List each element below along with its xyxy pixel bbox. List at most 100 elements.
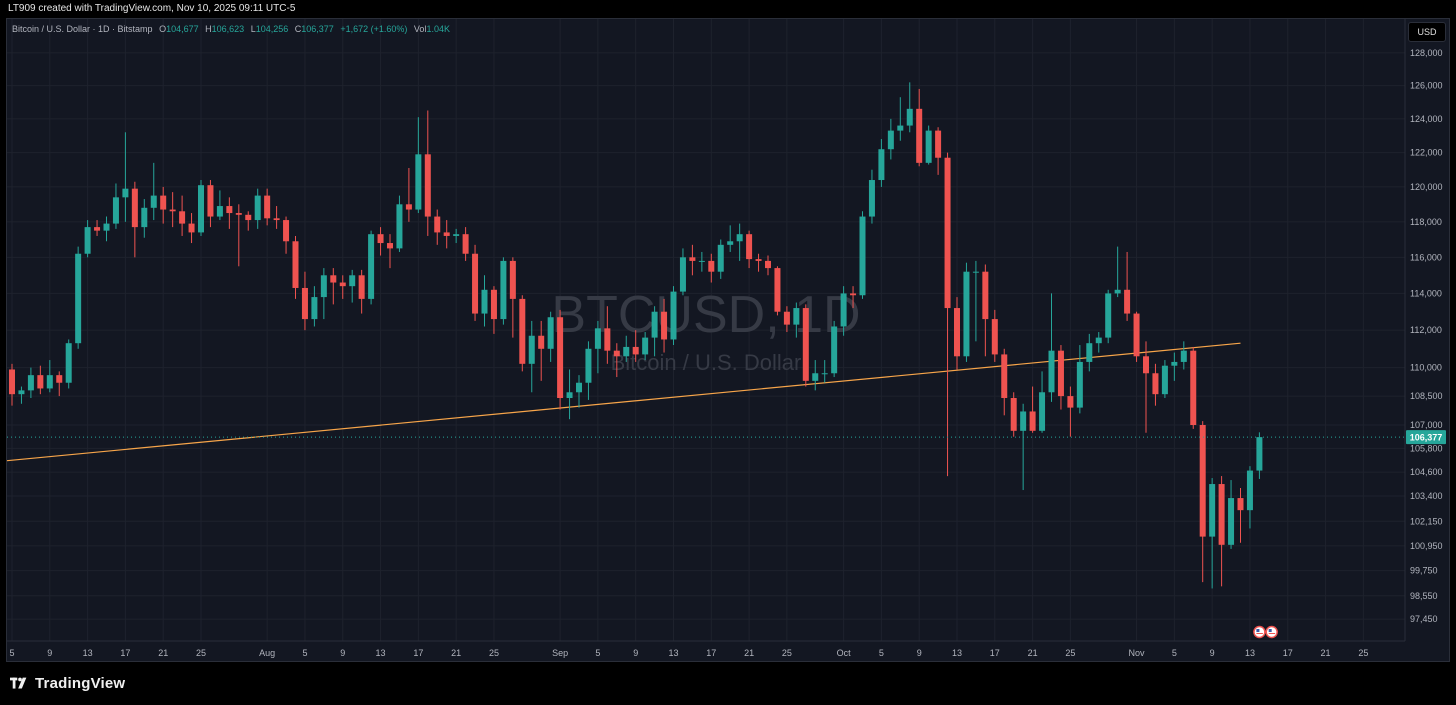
candle-up xyxy=(859,211,866,299)
candle-down xyxy=(708,253,715,283)
candle-body xyxy=(878,149,885,181)
candle-up xyxy=(717,239,724,279)
candle-body xyxy=(65,343,72,383)
candle-body xyxy=(1171,361,1178,366)
currency-button[interactable]: USD xyxy=(1408,22,1446,42)
candle-body xyxy=(150,195,157,208)
candle-body xyxy=(330,275,337,283)
candle-down xyxy=(755,253,762,272)
candle-body xyxy=(538,335,545,349)
price-tick-label: 98,550 xyxy=(1410,591,1438,601)
candle-down xyxy=(661,298,668,353)
us-flag-event-icon[interactable] xyxy=(1253,625,1266,639)
close-value: 106,377 xyxy=(301,24,334,34)
candle-body xyxy=(613,350,620,357)
candle-body xyxy=(935,130,942,158)
candle-up xyxy=(793,302,800,338)
candle-up xyxy=(46,360,53,393)
candle-body xyxy=(585,348,592,383)
price-axis: 128,000 126,000 124,000 122,000 120,000 118,0… xyxy=(1404,19,1446,641)
candle-up xyxy=(651,306,658,357)
time-tick-label: 13 xyxy=(668,648,678,658)
price-tick-label: 124,000 xyxy=(1410,114,1443,124)
candle-down xyxy=(169,192,176,228)
candle-body xyxy=(1228,498,1235,545)
candle-body xyxy=(519,298,526,364)
candle-body xyxy=(273,218,280,221)
us-flag-event-icon[interactable] xyxy=(1265,625,1278,639)
candle-up xyxy=(887,118,894,160)
candle-body xyxy=(1246,470,1253,511)
watermark-ticker: BTCUSD, 1D xyxy=(551,286,860,344)
high-label: H xyxy=(205,24,212,34)
candle-up xyxy=(670,286,677,346)
price-tick-label: 97,450 xyxy=(1410,614,1438,624)
candle-body xyxy=(1218,484,1225,545)
candle-down xyxy=(245,211,252,231)
chart-frame[interactable] xyxy=(6,18,1450,662)
candle-body xyxy=(84,227,91,254)
candle-body xyxy=(623,346,630,357)
candle-body xyxy=(736,234,743,242)
price-tick-label: 118,000 xyxy=(1410,217,1442,227)
candle-body xyxy=(982,271,989,320)
candle-body xyxy=(670,291,677,340)
candle-up xyxy=(1114,246,1121,298)
candle-body xyxy=(1067,396,1074,408)
candle-body xyxy=(954,308,960,357)
candle-up xyxy=(528,320,535,393)
time-tick-label: 9 xyxy=(1210,648,1215,658)
candle-down xyxy=(301,271,308,331)
bottom-bar xyxy=(0,662,1456,705)
candle-body xyxy=(226,206,233,214)
time-tick-label: 25 xyxy=(196,648,206,658)
candle-down xyxy=(1152,363,1159,406)
candle-body xyxy=(254,195,261,221)
candle-down xyxy=(1029,386,1036,433)
candle-down xyxy=(954,297,960,370)
vol-value: 1.04K xyxy=(426,24,450,34)
flag-canton xyxy=(1268,629,1272,632)
candle-up xyxy=(972,260,979,342)
tradingview-logo[interactable]: TradingView xyxy=(10,675,125,692)
candle-up xyxy=(481,275,488,327)
candle-up xyxy=(368,230,375,305)
candle-down xyxy=(443,220,450,249)
candle-body xyxy=(944,157,951,309)
candle-body xyxy=(1057,350,1064,397)
candle-down xyxy=(472,244,479,321)
candle-body xyxy=(27,375,34,391)
trendline-layer xyxy=(6,342,1241,462)
candle-up xyxy=(216,190,223,221)
candle-body xyxy=(642,337,649,355)
candle-down xyxy=(1143,341,1149,433)
time-tick-label: 5 xyxy=(595,648,600,658)
close-label: C xyxy=(294,24,302,34)
candle-body xyxy=(708,260,715,272)
candle-body xyxy=(188,223,195,233)
candle-down xyxy=(179,195,186,236)
candle-up xyxy=(150,162,157,221)
time-tick-label: Sep xyxy=(552,648,568,658)
candle-body xyxy=(840,293,847,327)
candle-up xyxy=(1246,466,1253,529)
candle-body xyxy=(1237,498,1244,511)
candle-down xyxy=(774,266,781,316)
candle-down xyxy=(982,264,989,357)
price-tick-label: 108,500 xyxy=(1410,391,1443,401)
candle-body xyxy=(1161,365,1168,395)
low-value: 104,256 xyxy=(255,24,289,34)
time-axis: 5 9 13 17 21 25 Aug 5 9 13 17 21 25 Sep 5 9 13 17 21 25 Oct 5… xyxy=(7,640,1405,658)
candle-down xyxy=(160,186,167,224)
candle-up xyxy=(75,246,82,349)
candle-up xyxy=(642,332,649,361)
candle-body xyxy=(56,375,63,383)
time-tick-label: 25 xyxy=(1065,648,1075,658)
candle-down xyxy=(746,230,753,269)
candle-up xyxy=(736,223,743,261)
candle-up xyxy=(812,360,819,391)
candle-body xyxy=(557,317,564,399)
candle-body xyxy=(991,319,998,355)
candle-down xyxy=(273,206,280,229)
